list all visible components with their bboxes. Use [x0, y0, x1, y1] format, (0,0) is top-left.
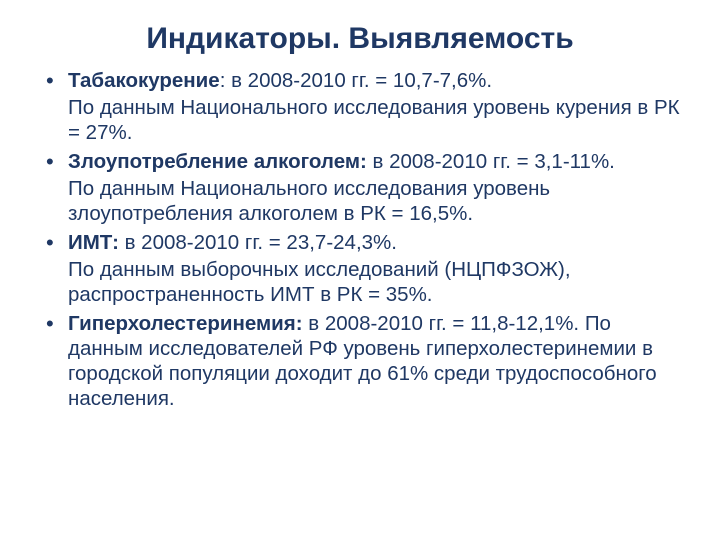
item-sub: По данным Национального исследования уро… [68, 176, 680, 226]
item-lead-tail: : в 2008-2010 гг. = 10,7-7,6%. [220, 69, 492, 92]
item-lead: Табакокурение [68, 69, 220, 92]
slide-title: Индикаторы. Выявляемость [40, 22, 680, 56]
list-item: Табакокурение: в 2008-2010 гг. = 10,7-7,… [40, 68, 680, 145]
item-lead-tail: в 2008-2010 гг. = 3,1-11%. [367, 150, 615, 173]
item-lead: ИМТ: [68, 231, 119, 254]
item-lead: Злоупотребление алкоголем: [68, 150, 367, 173]
list-item: Гиперхолестеринемия: в 2008-2010 гг. = 1… [40, 311, 680, 411]
item-lead: Гиперхолестеринемия: [68, 312, 303, 335]
item-sub: По данным Национального исследования уро… [68, 95, 680, 145]
list-item: ИМТ: в 2008-2010 гг. = 23,7-24,3%. По да… [40, 230, 680, 307]
item-sub: По данным выборочных исследований (НЦПФЗ… [68, 257, 680, 307]
bullet-list: Табакокурение: в 2008-2010 гг. = 10,7-7,… [40, 68, 680, 411]
slide: Индикаторы. Выявляемость Табакокурение: … [0, 0, 720, 540]
list-item: Злоупотребление алкоголем: в 2008-2010 г… [40, 149, 680, 226]
item-lead-tail: в 2008-2010 гг. = 23,7-24,3%. [119, 231, 397, 254]
